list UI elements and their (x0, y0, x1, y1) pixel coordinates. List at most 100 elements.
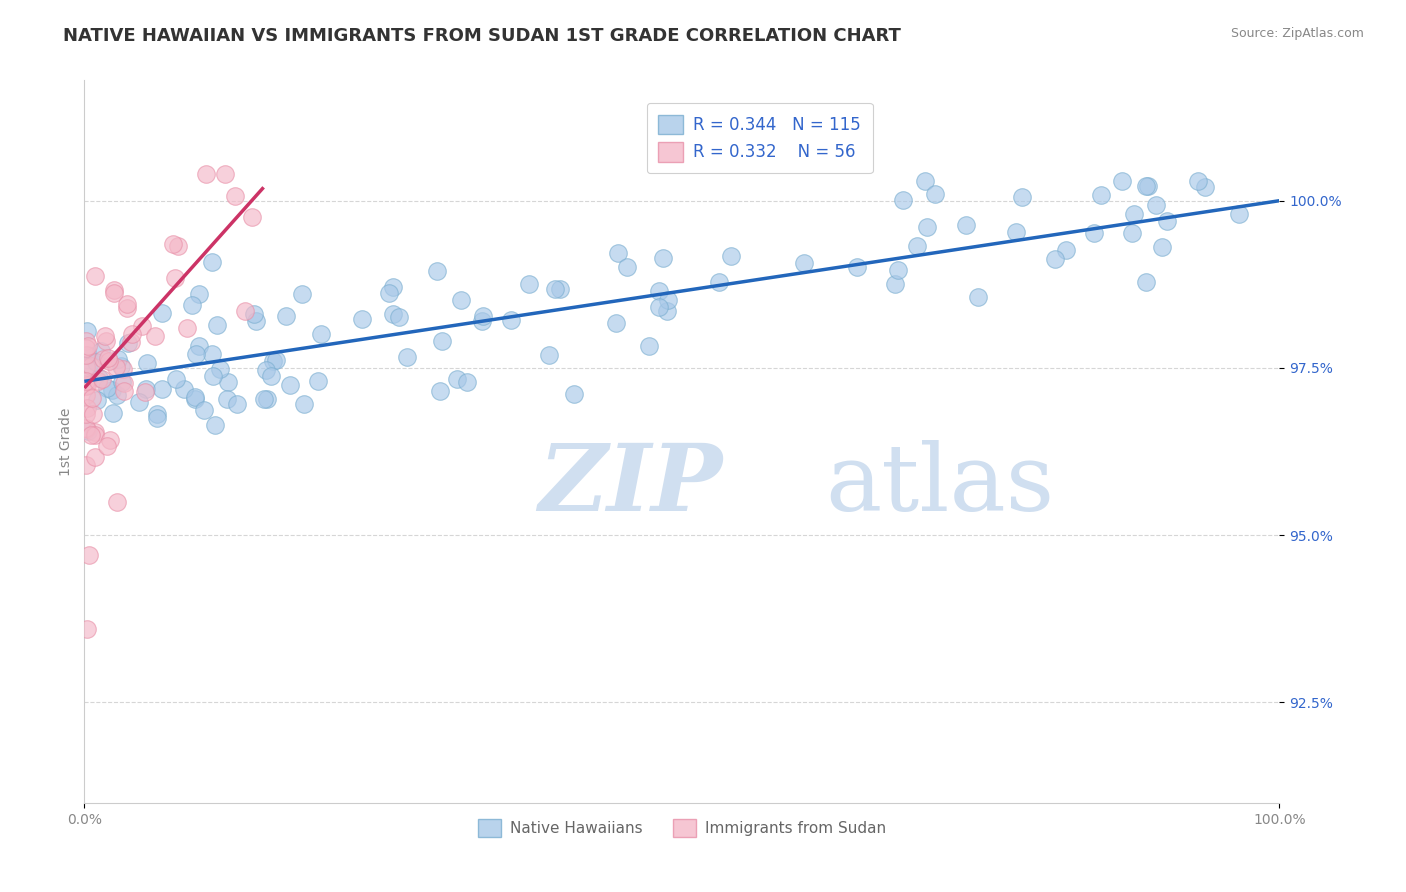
Point (793, 255, 815, 269)
Point (446, 372, 468, 386)
Point (1005, 225, 1028, 239)
Point (76, 622, 98, 636)
Point (91, 352, 114, 367)
Point (845, 260, 868, 274)
Text: Source: ZipAtlas.com: Source: ZipAtlas.com (1230, 27, 1364, 40)
Point (280, 378, 302, 392)
Point (308, 374, 330, 388)
Point (1011, 190, 1033, 204)
Point (891, 193, 914, 207)
Point (652, 251, 675, 265)
Point (89, 370, 111, 384)
Point (75, 374, 97, 388)
Point (75, 341, 97, 355)
Point (101, 383, 124, 397)
Point (1054, 244, 1077, 258)
Point (75, 360, 97, 375)
Point (883, 277, 905, 291)
Point (111, 361, 134, 376)
Point (887, 263, 910, 277)
Point (194, 167, 217, 181)
Point (426, 264, 449, 278)
Point (76, 424, 98, 438)
Point (1187, 174, 1209, 188)
Point (76, 377, 98, 392)
Point (76, 324, 98, 338)
Point (202, 369, 225, 384)
Point (98, 433, 121, 447)
Point (98, 353, 121, 368)
Point (76, 422, 98, 436)
Point (90, 344, 112, 359)
Point (905, 239, 928, 253)
Point (538, 348, 561, 362)
Point (1083, 226, 1105, 240)
Point (562, 386, 585, 401)
Point (1194, 180, 1216, 194)
Y-axis label: 1st Grade: 1st Grade (59, 408, 73, 475)
Point (1121, 227, 1143, 241)
Point (86, 393, 108, 408)
Legend: Native Hawaiians, Immigrants from Sudan: Native Hawaiians, Immigrants from Sudan (468, 810, 896, 846)
Point (184, 346, 207, 360)
Point (429, 384, 451, 398)
Point (188, 286, 211, 301)
Point (150, 306, 173, 320)
Point (262, 353, 284, 368)
Point (201, 255, 224, 269)
Point (107, 388, 129, 402)
Point (616, 260, 638, 274)
Point (471, 309, 494, 323)
Point (1122, 207, 1144, 221)
Point (256, 392, 278, 406)
Point (1150, 240, 1173, 254)
Point (146, 411, 169, 425)
Point (720, 249, 742, 263)
Point (638, 339, 661, 353)
Point (215, 392, 238, 406)
Point (292, 397, 315, 411)
Point (291, 287, 314, 301)
Point (112, 376, 135, 390)
Point (75, 334, 97, 348)
Point (165, 372, 187, 386)
Point (381, 307, 404, 321)
Point (1229, 206, 1251, 220)
Point (607, 246, 630, 260)
Point (544, 282, 567, 296)
Point (136, 356, 159, 370)
Point (84, 268, 107, 283)
Point (1135, 178, 1157, 193)
Point (253, 392, 276, 406)
Point (648, 284, 671, 298)
Point (77, 348, 100, 362)
Point (103, 286, 125, 301)
Point (96, 439, 118, 453)
Point (77, 359, 100, 374)
Point (94, 329, 117, 343)
Point (75, 348, 97, 362)
Point (163, 271, 186, 285)
Point (501, 313, 523, 327)
Point (84, 450, 107, 464)
Point (1111, 174, 1133, 188)
Point (76, 401, 98, 415)
Point (1156, 214, 1178, 228)
Point (79, 548, 101, 562)
Point (121, 327, 143, 342)
Point (135, 382, 157, 396)
Point (245, 314, 267, 328)
Point (176, 321, 198, 335)
Point (456, 376, 478, 390)
Point (84, 425, 107, 439)
Point (1043, 252, 1066, 267)
Point (76, 339, 98, 353)
Point (80, 359, 103, 374)
Point (955, 218, 977, 232)
Point (707, 275, 730, 289)
Point (75, 379, 97, 393)
Point (145, 407, 167, 421)
Point (103, 283, 125, 297)
Point (181, 298, 204, 312)
Point (266, 352, 288, 367)
